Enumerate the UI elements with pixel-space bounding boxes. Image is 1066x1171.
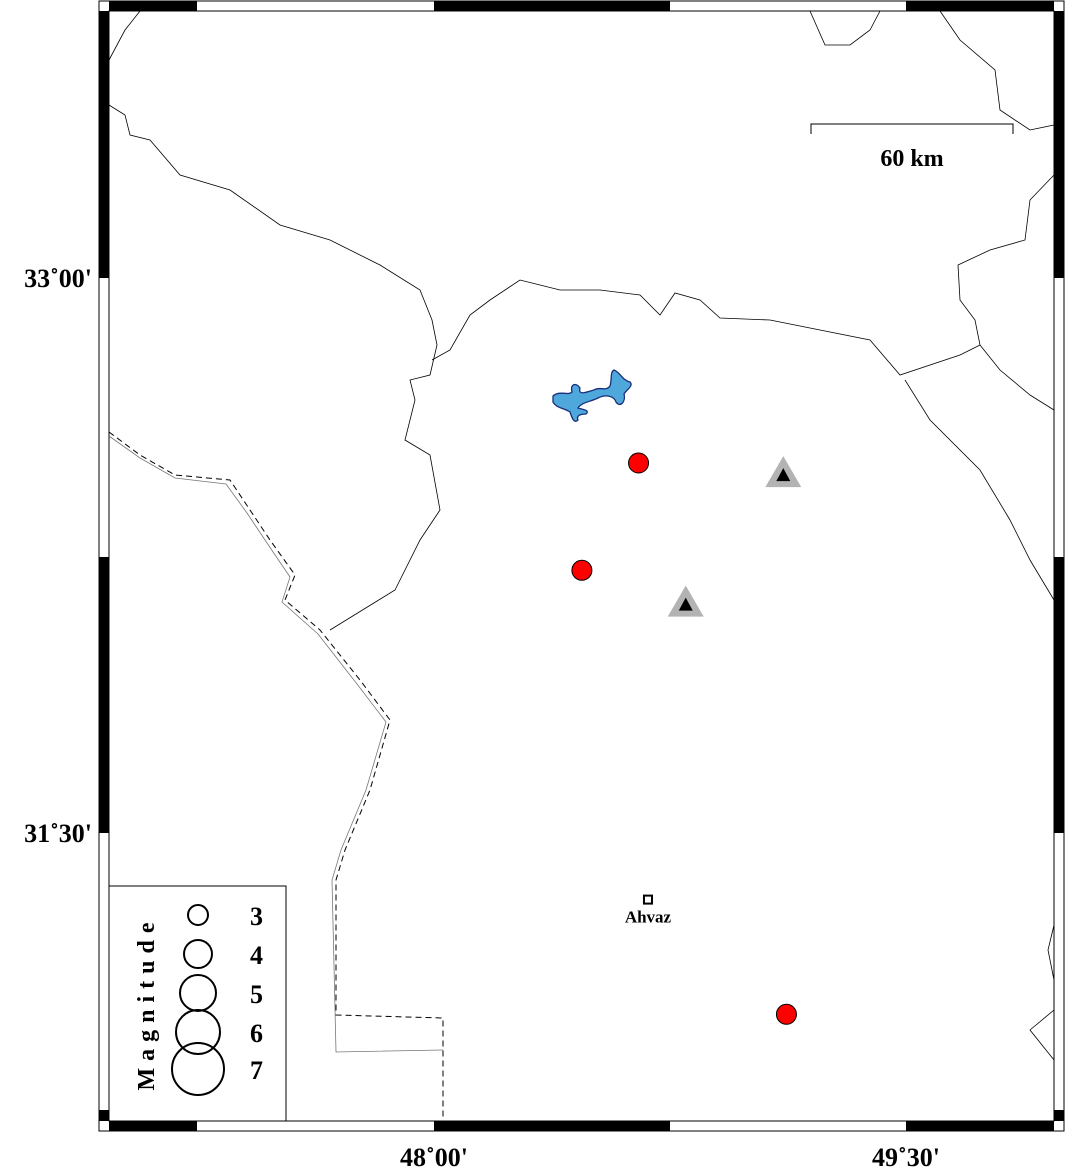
scale-bar: 60 km: [810, 123, 1014, 172]
legend-circle-6: [175, 1009, 221, 1055]
station-triangle-icon: [765, 456, 802, 488]
earthquake-event: [628, 452, 650, 474]
legend-circle-7: [171, 1042, 225, 1096]
x-tick-label: 49˚30': [872, 1143, 940, 1171]
legend-title: Magnitude: [134, 915, 160, 1090]
y-tick-label: 31˚30': [24, 819, 92, 848]
magnitude-legend: Magnitude 3 4 5 6 7: [108, 885, 287, 1122]
x-tick-label: 48˚00': [400, 1143, 468, 1171]
legend-label: 5: [250, 980, 263, 1009]
legend-label: 6: [250, 1019, 263, 1048]
events-layer: [571, 452, 797, 1025]
scale-bar-label: 60 km: [880, 146, 943, 172]
legend-label: 3: [250, 902, 263, 931]
city-label: Ahvaz: [625, 908, 672, 927]
legend-label: 7: [250, 1056, 263, 1085]
earthquake-event: [775, 1003, 797, 1025]
y-tick-label: 33˚00': [24, 264, 92, 293]
boundaries: [108, 10, 1055, 1121]
legend-circle-3: [187, 904, 209, 926]
lake: [552, 369, 632, 422]
legend-circle-4: [183, 939, 213, 969]
earthquake-event: [571, 559, 593, 581]
legend-label: 4: [250, 941, 263, 970]
station-triangle-icon: [667, 585, 704, 617]
frame-stripes: [99, 1, 1064, 1131]
stations-layer: [667, 456, 802, 617]
city-marker-ahvaz: [642, 894, 653, 905]
